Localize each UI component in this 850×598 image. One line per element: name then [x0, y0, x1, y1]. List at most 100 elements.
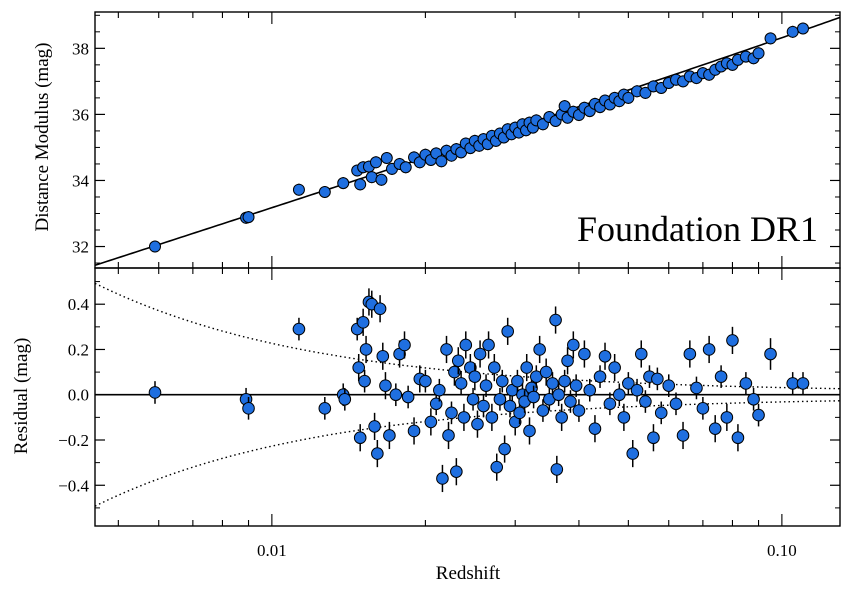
residual-data-point	[498, 442, 511, 456]
residual-data-point	[433, 383, 446, 397]
residual-data-point	[450, 465, 463, 478]
residual-data-point	[318, 402, 332, 415]
top-y-axis-title: Distance Modulus (mag)	[32, 43, 53, 232]
residual-data-point	[558, 374, 571, 388]
residual-data-point	[578, 347, 591, 361]
residual-data-point	[603, 397, 617, 411]
top-data-point	[786, 25, 799, 38]
residual-data-point	[511, 374, 524, 388]
residual-data-point	[459, 338, 473, 352]
residual-data-point	[739, 377, 753, 390]
residual-data-point	[764, 347, 777, 361]
residual-data-point	[359, 343, 373, 356]
residual-data-point	[448, 365, 461, 379]
residual-data-point	[513, 406, 526, 420]
residual-data-point	[622, 377, 635, 390]
residual-data-point	[436, 472, 449, 485]
top-data-point	[796, 22, 809, 35]
residual-data-point	[669, 397, 683, 411]
bottom-y-tick-label: −0.4	[58, 476, 89, 495]
residual-data-point	[634, 347, 648, 361]
top-data-point	[764, 32, 777, 45]
residual-data-point	[593, 370, 607, 383]
residual-data-point	[533, 343, 546, 356]
residual-data-point	[550, 463, 564, 476]
top-y-tick-label: 34	[72, 171, 90, 190]
residual-data-point	[708, 422, 722, 435]
survey-label: Foundation DR1	[577, 209, 818, 249]
residual-data-point	[353, 431, 367, 445]
residual-data-point	[546, 377, 559, 390]
top-data-point	[318, 186, 331, 199]
residual-data-point	[356, 316, 370, 329]
top-data-point	[622, 91, 635, 104]
residual-data-point	[588, 422, 602, 435]
residual-data-point	[398, 338, 411, 352]
residual-data-point	[572, 404, 586, 417]
top-data-point	[354, 178, 367, 191]
residual-data-point	[371, 447, 384, 460]
residual-data-point	[552, 388, 565, 402]
residual-data-point	[626, 447, 640, 460]
residual-data-point	[639, 395, 652, 408]
residual-data-point	[608, 361, 621, 374]
residual-data-point	[407, 424, 421, 438]
bottom-y-axis-title: Residual (mag)	[11, 338, 32, 455]
residual-data-point	[520, 361, 534, 374]
residual-data-point	[485, 411, 499, 424]
residual-data-point	[495, 374, 509, 388]
residual-data-point	[726, 334, 739, 347]
residual-data-point	[468, 370, 482, 383]
top-data-point	[639, 86, 652, 99]
residual-data-point	[338, 392, 352, 406]
top-data-point	[369, 156, 382, 169]
residual-panel: 0.01 0.10 −0.4 −0.2 0.0 0.2 0.4	[58, 267, 841, 560]
x-tick-label: 0.01	[257, 541, 287, 560]
bottom-y-tick-label: −0.2	[58, 431, 89, 450]
top-data-point	[375, 173, 388, 186]
residual-data-point	[617, 411, 631, 424]
residual-data-point	[148, 386, 162, 399]
residual-data-point	[442, 429, 455, 442]
top-y-tick-label: 32	[72, 238, 89, 257]
residual-data-point	[471, 417, 484, 431]
residual-data-point	[654, 406, 668, 420]
top-data-point	[752, 47, 765, 60]
residual-data-point	[539, 365, 553, 379]
top-data-point	[558, 100, 571, 113]
bottom-plot-frame	[94, 267, 841, 527]
residual-data-point	[662, 379, 676, 392]
residual-data-point	[479, 379, 493, 392]
residual-data-point	[527, 390, 540, 404]
residual-data-point	[389, 388, 403, 402]
top-data-point	[337, 177, 350, 190]
residual-data-point	[598, 349, 612, 363]
residual-data-point	[419, 374, 432, 388]
residual-data-point	[473, 347, 487, 361]
residual-data-point	[796, 377, 810, 390]
x-axis-title: Redshift	[436, 563, 501, 584]
residual-data-point	[690, 381, 703, 395]
residual-data-point	[445, 406, 458, 420]
bottom-y-tick-label: 0.2	[68, 340, 89, 359]
residual-data-point	[358, 374, 371, 388]
residual-data-point	[477, 399, 490, 413]
residual-data-point	[561, 354, 574, 368]
residual-data-point	[488, 361, 501, 374]
top-data-point	[399, 161, 412, 174]
residual-data-point	[482, 338, 495, 352]
residual-data-point	[429, 397, 443, 411]
residual-data-point	[683, 347, 697, 361]
residual-data-point	[752, 408, 765, 422]
distance-modulus-panel: 32 34 36 38	[72, 11, 841, 280]
residual-data-point	[379, 379, 392, 392]
residual-data-point	[702, 343, 716, 356]
residual-data-point	[376, 349, 390, 363]
residual-data-point	[292, 322, 306, 336]
residual-data-point	[567, 338, 580, 352]
top-data-point	[292, 183, 305, 196]
residual-data-point	[383, 429, 396, 442]
x-tick-label: 0.10	[767, 541, 797, 560]
residual-data-point	[555, 411, 568, 424]
